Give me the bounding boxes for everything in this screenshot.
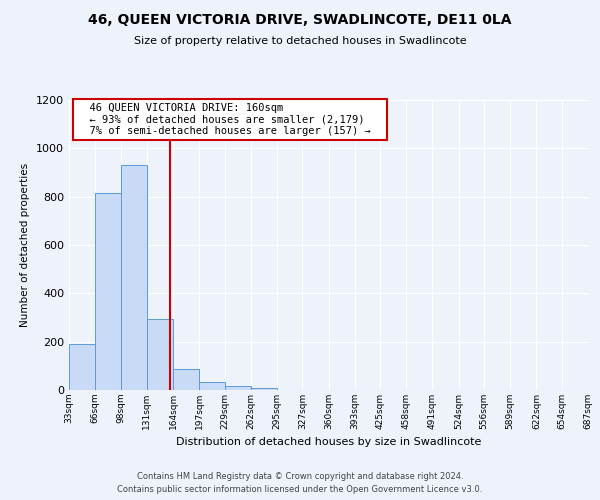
Bar [173, 370, 199, 390]
Bar [95, 193, 121, 390]
Bar [69, 344, 95, 390]
Bar [147, 318, 173, 390]
Bar [224, 386, 251, 390]
X-axis label: Distribution of detached houses by size in Swadlincote: Distribution of detached houses by size … [176, 438, 481, 448]
Text: Size of property relative to detached houses in Swadlincote: Size of property relative to detached ho… [134, 36, 466, 46]
Bar [199, 382, 224, 390]
Y-axis label: Number of detached properties: Number of detached properties [20, 163, 31, 327]
Text: 46 QUEEN VICTORIA DRIVE: 160sqm  
  ← 93% of detached houses are smaller (2,179): 46 QUEEN VICTORIA DRIVE: 160sqm ← 93% of… [77, 103, 383, 136]
Text: Contains public sector information licensed under the Open Government Licence v3: Contains public sector information licen… [118, 485, 482, 494]
Text: 46, QUEEN VICTORIA DRIVE, SWADLINCOTE, DE11 0LA: 46, QUEEN VICTORIA DRIVE, SWADLINCOTE, D… [88, 14, 512, 28]
Bar [251, 388, 277, 390]
Bar [121, 165, 147, 390]
Text: Contains HM Land Registry data © Crown copyright and database right 2024.: Contains HM Land Registry data © Crown c… [137, 472, 463, 481]
